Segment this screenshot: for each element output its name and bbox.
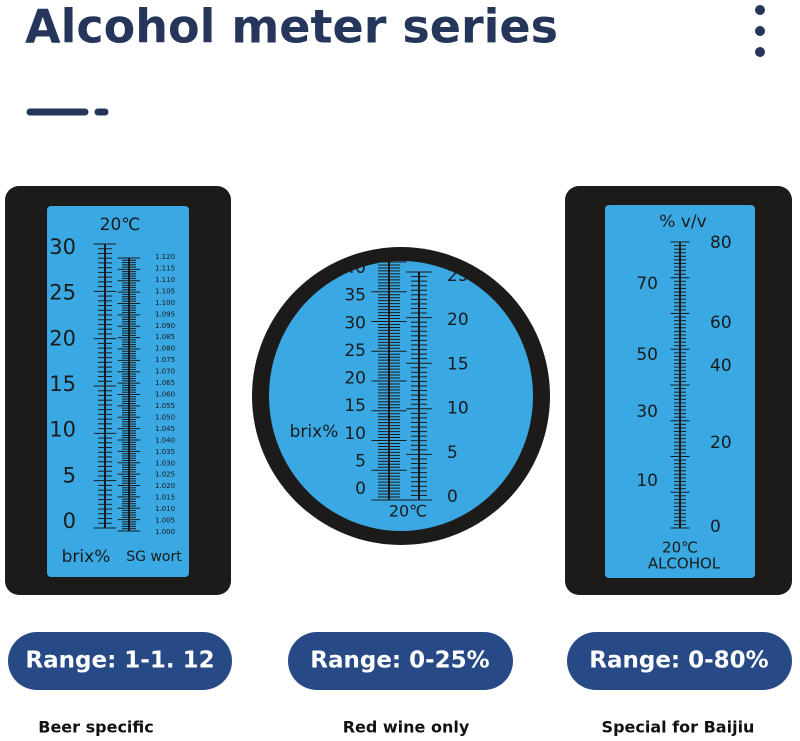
scale-label: 40 [344, 258, 366, 278]
scale-label: 10 [636, 471, 658, 491]
scale-label: 15 [344, 396, 366, 416]
scale-label: 1.035 [155, 448, 175, 456]
scale-label: 1.020 [155, 482, 175, 490]
scale-label: 35 [344, 286, 366, 306]
menu-dots[interactable] [755, 5, 765, 57]
scale-label: 1.070 [155, 368, 175, 376]
range-pill[interactable] [8, 632, 232, 690]
scale-label: 20℃ [389, 502, 427, 521]
range-label: Range: 1-1. 12 [25, 648, 214, 674]
scale-label: 1.060 [155, 391, 175, 399]
scale-label: 10 [344, 424, 366, 444]
scale-label: 50 [636, 345, 658, 365]
scale-label: 1.075 [155, 356, 175, 364]
caption: Beer specific [38, 718, 154, 737]
scale-label: 0 [710, 517, 721, 537]
scale-label: 5 [355, 451, 366, 471]
scale-label: 1.110 [155, 276, 175, 284]
caption: Special for Baijiu [602, 718, 755, 737]
scale-label: 60 [710, 313, 732, 333]
scale-label: 15 [447, 354, 469, 374]
dot [755, 47, 765, 57]
scale-label: 40 [710, 356, 732, 376]
scale-label: SG wort [126, 549, 182, 565]
scale-label: 70 [636, 274, 658, 294]
range-pill[interactable] [288, 632, 513, 690]
scales: 3025201510501.1201.1151.1101.1051.1001.0… [49, 212, 731, 573]
caption: Red wine only [343, 718, 470, 737]
scale-label: 1.055 [155, 402, 175, 410]
scale-label: 1.040 [155, 436, 175, 444]
range-label: Range: 0-25% [310, 648, 489, 674]
card-screen [269, 261, 533, 531]
scale-label: 1.030 [155, 459, 175, 467]
scale-label: 0 [355, 479, 366, 499]
range-label: Range: 0-80% [589, 648, 768, 674]
scale-label: 0 [63, 509, 76, 533]
scale-label: 1.000 [155, 528, 175, 536]
scale-label: % v/v [659, 212, 706, 232]
scale-label: 80 [710, 233, 732, 253]
scale-label: brix% [290, 422, 339, 442]
scale-label: 1.115 [155, 264, 175, 272]
scale-label: brix% [62, 547, 111, 567]
scale-label: 1.045 [155, 425, 175, 433]
scale-label: 20℃ [100, 215, 141, 235]
scale-label: 20 [344, 369, 366, 389]
scale-label: 20 [447, 310, 469, 330]
scale-label: 20℃ [662, 539, 698, 557]
scale-label: 20 [49, 326, 76, 350]
scale-label: 1.105 [155, 287, 175, 295]
scale-label: 5 [447, 443, 458, 463]
scale-label: 1.080 [155, 345, 175, 353]
scale-label: 1.090 [155, 322, 175, 330]
scale-label: 30 [344, 313, 366, 333]
title: Alcohol meter series [25, 0, 558, 54]
scale-label: 1.025 [155, 471, 175, 479]
dot [755, 5, 765, 15]
scale-label: 0 [447, 487, 458, 507]
scale-label: 1.015 [155, 494, 175, 502]
scale-label: 1.010 [155, 505, 175, 513]
scale-label: ALCOHOL [648, 555, 721, 573]
scale-label: 20 [710, 433, 732, 453]
card-screen [47, 206, 189, 577]
scale-label: 1.005 [155, 517, 175, 525]
scale-label: 1.050 [155, 413, 175, 421]
scale-label: 10 [447, 399, 469, 419]
scale-label: 25 [447, 266, 469, 286]
scale-label: 30 [49, 235, 76, 259]
scale-label: 15 [49, 372, 76, 396]
scale-label: 10 [49, 418, 76, 442]
scale-label: 30 [636, 402, 658, 422]
scale-label: 1.085 [155, 333, 175, 341]
range-pill[interactable] [567, 632, 792, 690]
scale-label: 1.100 [155, 299, 175, 307]
scale-label: 1.065 [155, 379, 175, 387]
scale-label: 25 [344, 341, 366, 361]
scale-label: 1.095 [155, 310, 175, 318]
scale-label: 25 [49, 281, 76, 305]
scale-label: 5 [63, 463, 76, 487]
scale-label: 1.120 [155, 253, 175, 261]
dot [755, 26, 765, 36]
